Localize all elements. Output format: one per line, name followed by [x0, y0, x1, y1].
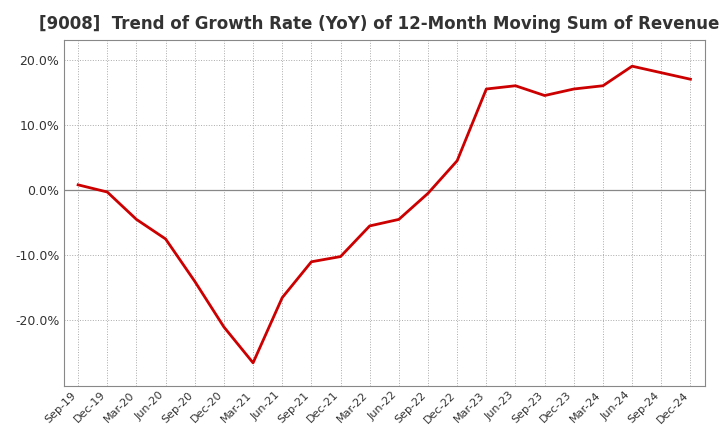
Title: [9008]  Trend of Growth Rate (YoY) of 12-Month Moving Sum of Revenues: [9008] Trend of Growth Rate (YoY) of 12-… — [39, 15, 720, 33]
